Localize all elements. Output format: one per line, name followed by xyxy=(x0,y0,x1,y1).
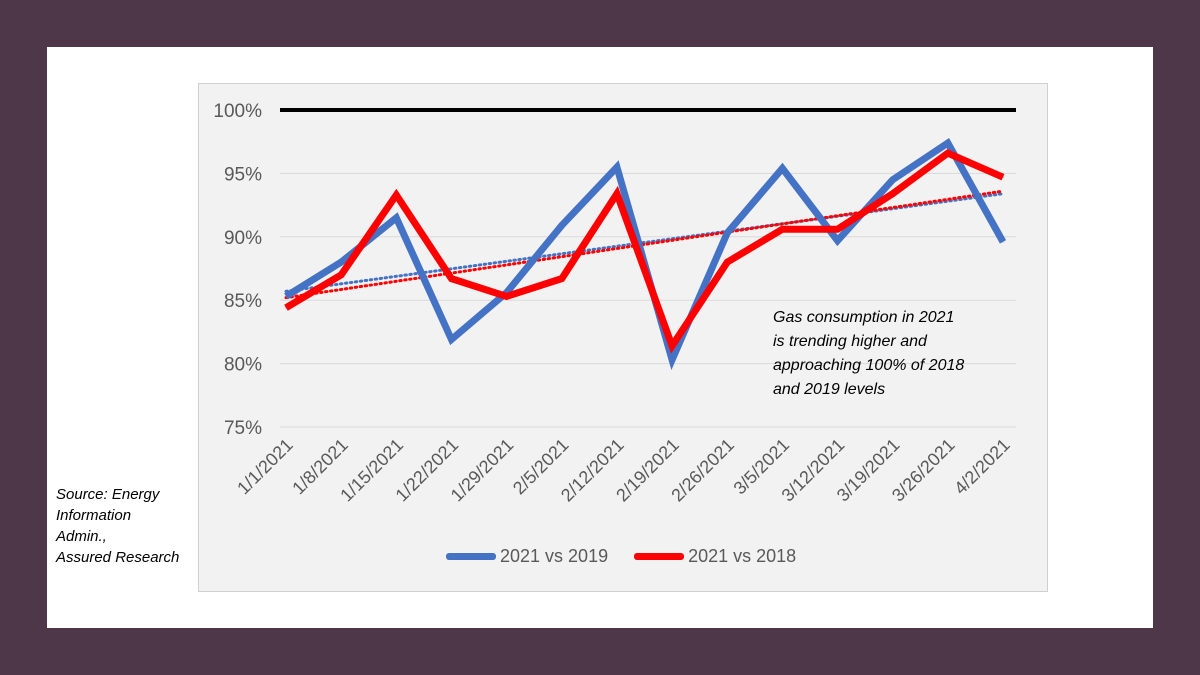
data-point xyxy=(561,278,563,280)
data-point xyxy=(892,179,894,181)
data-point xyxy=(561,224,563,226)
trendlines xyxy=(284,189,1005,300)
source-note: Source: Energy Information Admin., Assur… xyxy=(56,484,196,568)
data-point xyxy=(340,274,342,276)
data-point xyxy=(947,152,949,154)
y-tick-label: 100% xyxy=(213,101,262,122)
data-point xyxy=(671,345,673,347)
source-line: Information xyxy=(56,507,132,524)
annotation-line: Gas consumption in 2021 xyxy=(773,309,955,326)
source-line: Assured Research xyxy=(56,549,180,566)
data-point xyxy=(781,228,783,230)
series-line-1 xyxy=(284,149,1005,354)
legend-item-2021-vs-2018: 2021 vs 2018 xyxy=(634,546,796,567)
source-line: Source: Energy xyxy=(56,486,160,503)
data-point xyxy=(837,240,839,242)
data-point xyxy=(837,228,839,230)
data-point xyxy=(1002,176,1004,178)
data-point xyxy=(506,295,508,297)
trendline-series-0 xyxy=(284,192,1005,293)
y-tick-label: 75% xyxy=(224,418,262,439)
trendline-series-1 xyxy=(284,189,1005,300)
annotation-line: approaching 100% of 2018 xyxy=(773,357,965,374)
x-tick-label: 1/1/2021 xyxy=(233,435,297,499)
data-point xyxy=(340,261,342,263)
chart-annotation: Gas consumption in 2021 is trending high… xyxy=(773,306,1013,402)
gridlines xyxy=(280,172,1016,428)
y-axis-ticks: 75% 80% 85% 90% 95% 100% xyxy=(213,101,262,439)
data-point xyxy=(671,359,673,361)
data-point xyxy=(781,167,783,169)
series-lines xyxy=(284,137,1007,371)
data-point xyxy=(616,166,618,168)
legend-swatch-red xyxy=(634,553,685,560)
data-point xyxy=(285,295,287,297)
data-point xyxy=(1002,241,1004,243)
chart-legend: 2021 vs 2019 2021 vs 2018 xyxy=(446,546,822,567)
legend-label: 2021 vs 2019 xyxy=(500,546,609,566)
legend-item-2021-vs-2019: 2021 vs 2019 xyxy=(446,546,608,567)
y-tick-label: 90% xyxy=(224,228,262,249)
data-point xyxy=(726,261,728,263)
data-point xyxy=(395,194,397,196)
source-line: Admin., xyxy=(56,528,107,545)
data-point xyxy=(450,278,452,280)
x-axis-ticks: 1/1/20211/8/20211/15/20211/22/20211/29/2… xyxy=(233,435,1014,506)
legend-label: 2021 vs 2018 xyxy=(688,546,797,566)
y-tick-label: 85% xyxy=(224,291,262,312)
data-point xyxy=(947,142,949,144)
data-point xyxy=(395,217,397,219)
data-point xyxy=(726,232,728,234)
legend-swatch-blue xyxy=(446,553,496,560)
data-point xyxy=(892,193,894,195)
annotation-line: is trending higher and xyxy=(773,333,927,350)
x-tick-label: 4/2/2021 xyxy=(950,435,1014,499)
data-point xyxy=(285,307,287,309)
y-tick-label: 95% xyxy=(224,164,262,185)
annotation-line: and 2019 levels xyxy=(773,381,886,398)
data-point xyxy=(450,339,452,341)
y-tick-label: 80% xyxy=(224,355,262,376)
data-point xyxy=(616,193,618,195)
